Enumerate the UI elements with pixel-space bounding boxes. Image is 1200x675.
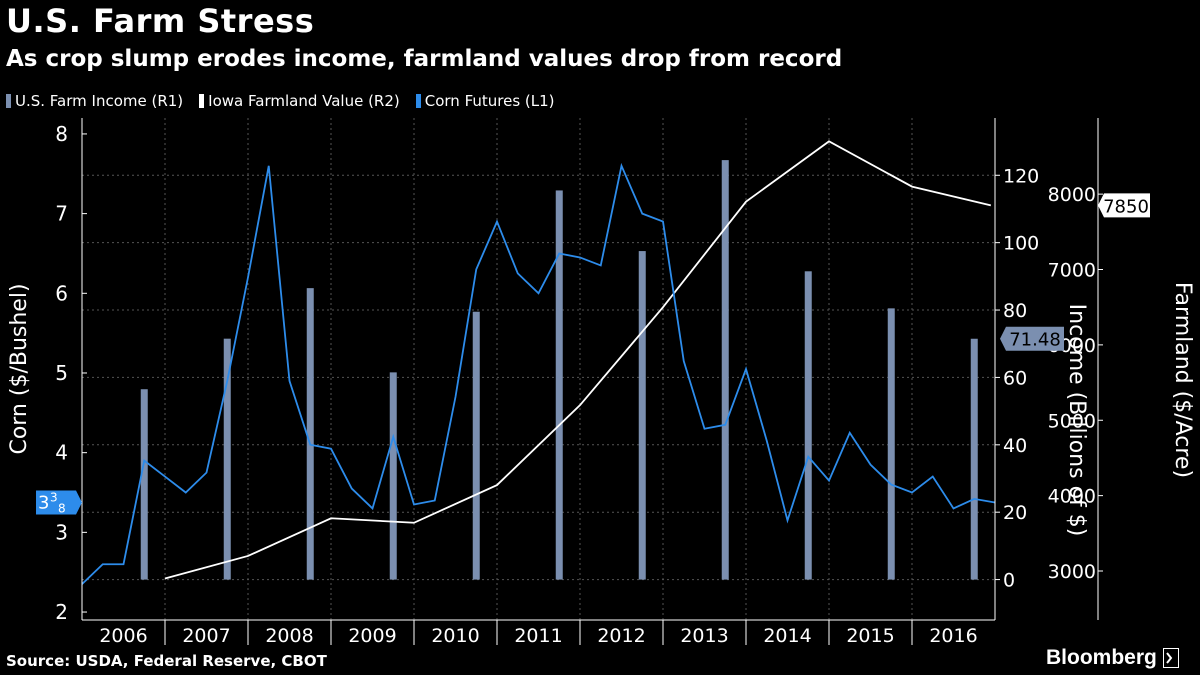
right1-axis-title: Income (Billions of $) xyxy=(1064,304,1089,537)
right2-axis-title: Farmland ($/Acre) xyxy=(1170,282,1195,478)
legend-item-farmland: Iowa Farmland Value (R2) xyxy=(199,92,400,110)
terminal-icon xyxy=(1162,648,1179,668)
farmland-line xyxy=(164,140,992,580)
right1-tick-label: 0 xyxy=(1003,570,1015,592)
left-tick-label: 8 xyxy=(55,122,68,146)
farmland-line-group xyxy=(164,140,992,580)
x-tick-label: 2012 xyxy=(597,625,645,645)
right2-tick-label: 7000 xyxy=(1048,260,1096,282)
legend-item-income: U.S. Farm Income (R1) xyxy=(6,92,183,110)
legend-swatch-income xyxy=(6,94,11,108)
right1-tick-label: 80 xyxy=(1003,300,1027,322)
corn-value-label: 3 xyxy=(38,492,49,513)
grid xyxy=(82,118,995,620)
income-bar xyxy=(306,288,314,580)
source-note: Source: USDA, Federal Reserve, CBOT xyxy=(6,652,327,670)
x-tick-label: 2014 xyxy=(763,625,811,645)
chart-subtitle: As crop slump erodes income, farmland va… xyxy=(6,46,843,72)
right2-tick-label: 8000 xyxy=(1048,184,1096,206)
brand-name: Bloomberg xyxy=(1046,646,1157,669)
left-axis-title: Corn ($/Bushel) xyxy=(7,283,32,454)
farmland-value-tag xyxy=(1098,193,1150,218)
x-tick-label: 2016 xyxy=(929,625,977,645)
right2-tick-label: 4000 xyxy=(1048,486,1096,508)
income-bar xyxy=(638,251,646,580)
left-tick-label: 6 xyxy=(55,281,68,305)
income-value-label: 71.48 xyxy=(1009,330,1061,351)
legend-label-farmland: Iowa Farmland Value (R2) xyxy=(208,92,400,110)
right1-tick-label: 120 xyxy=(1003,165,1039,187)
chart-title: U.S. Farm Stress xyxy=(6,2,315,40)
right1-tick-label: 100 xyxy=(1003,233,1039,255)
axes xyxy=(81,118,1103,645)
left-tick-label: 7 xyxy=(55,202,68,226)
left-tick-label: 3 xyxy=(55,520,68,544)
right2-tick-label: 5000 xyxy=(1048,410,1096,432)
income-bar xyxy=(970,338,978,580)
right2-tick-label: 3000 xyxy=(1048,561,1096,583)
income-value-tag xyxy=(1000,326,1064,351)
legend-swatch-corn xyxy=(415,94,421,108)
x-tick-label: 2008 xyxy=(265,625,313,645)
income-bars xyxy=(140,160,978,580)
x-tick-label: 2015 xyxy=(846,625,894,645)
x-tick-label: 2013 xyxy=(680,625,728,645)
legend-label-income: U.S. Farm Income (R1) xyxy=(15,92,184,110)
legend-label-corn: Corn Futures (L1) xyxy=(424,92,555,110)
income-bar xyxy=(887,308,895,580)
legend-item-corn: Corn Futures (L1) xyxy=(415,92,555,110)
x-tick-label: 2010 xyxy=(431,625,479,645)
x-tick-label: 2006 xyxy=(99,625,147,645)
income-bar xyxy=(804,271,812,580)
left-tick-label: 2 xyxy=(55,600,68,624)
corn-line xyxy=(81,162,996,585)
value-annotations: 3 38 71.48 7850 xyxy=(36,193,1150,515)
legend-swatch-farmland xyxy=(199,94,205,108)
income-bar xyxy=(389,372,397,580)
income-bar xyxy=(555,190,563,580)
x-tick-label: 2007 xyxy=(182,625,230,645)
farmland-value-label: 7850 xyxy=(1103,196,1149,217)
income-bar xyxy=(223,338,231,580)
right1-tick-label: 40 xyxy=(1003,435,1027,457)
x-tick-label: 2009 xyxy=(348,625,396,645)
chart-area: 2345678020406080100120300040005000600070… xyxy=(7,118,1195,645)
corn-value-denominator: 8 xyxy=(58,501,66,515)
left-tick-label: 4 xyxy=(55,441,68,465)
left-tick-label: 5 xyxy=(55,361,68,385)
right1-tick-label: 60 xyxy=(1003,367,1027,389)
corn-value-numerator: 3 xyxy=(50,490,58,504)
income-bar xyxy=(472,311,480,580)
legend: U.S. Farm Income (R1) Iowa Farmland Valu… xyxy=(6,92,555,110)
income-bar xyxy=(140,389,148,580)
brand-logo: Bloomberg xyxy=(1046,646,1179,670)
income-bar xyxy=(721,160,729,580)
corn-line-group xyxy=(81,162,996,585)
corn-value-tag xyxy=(36,490,82,515)
x-tick-label: 2011 xyxy=(514,625,562,645)
right1-tick-label: 20 xyxy=(1003,502,1027,524)
axis-labels: 2345678020406080100120300040005000600070… xyxy=(7,122,1195,645)
